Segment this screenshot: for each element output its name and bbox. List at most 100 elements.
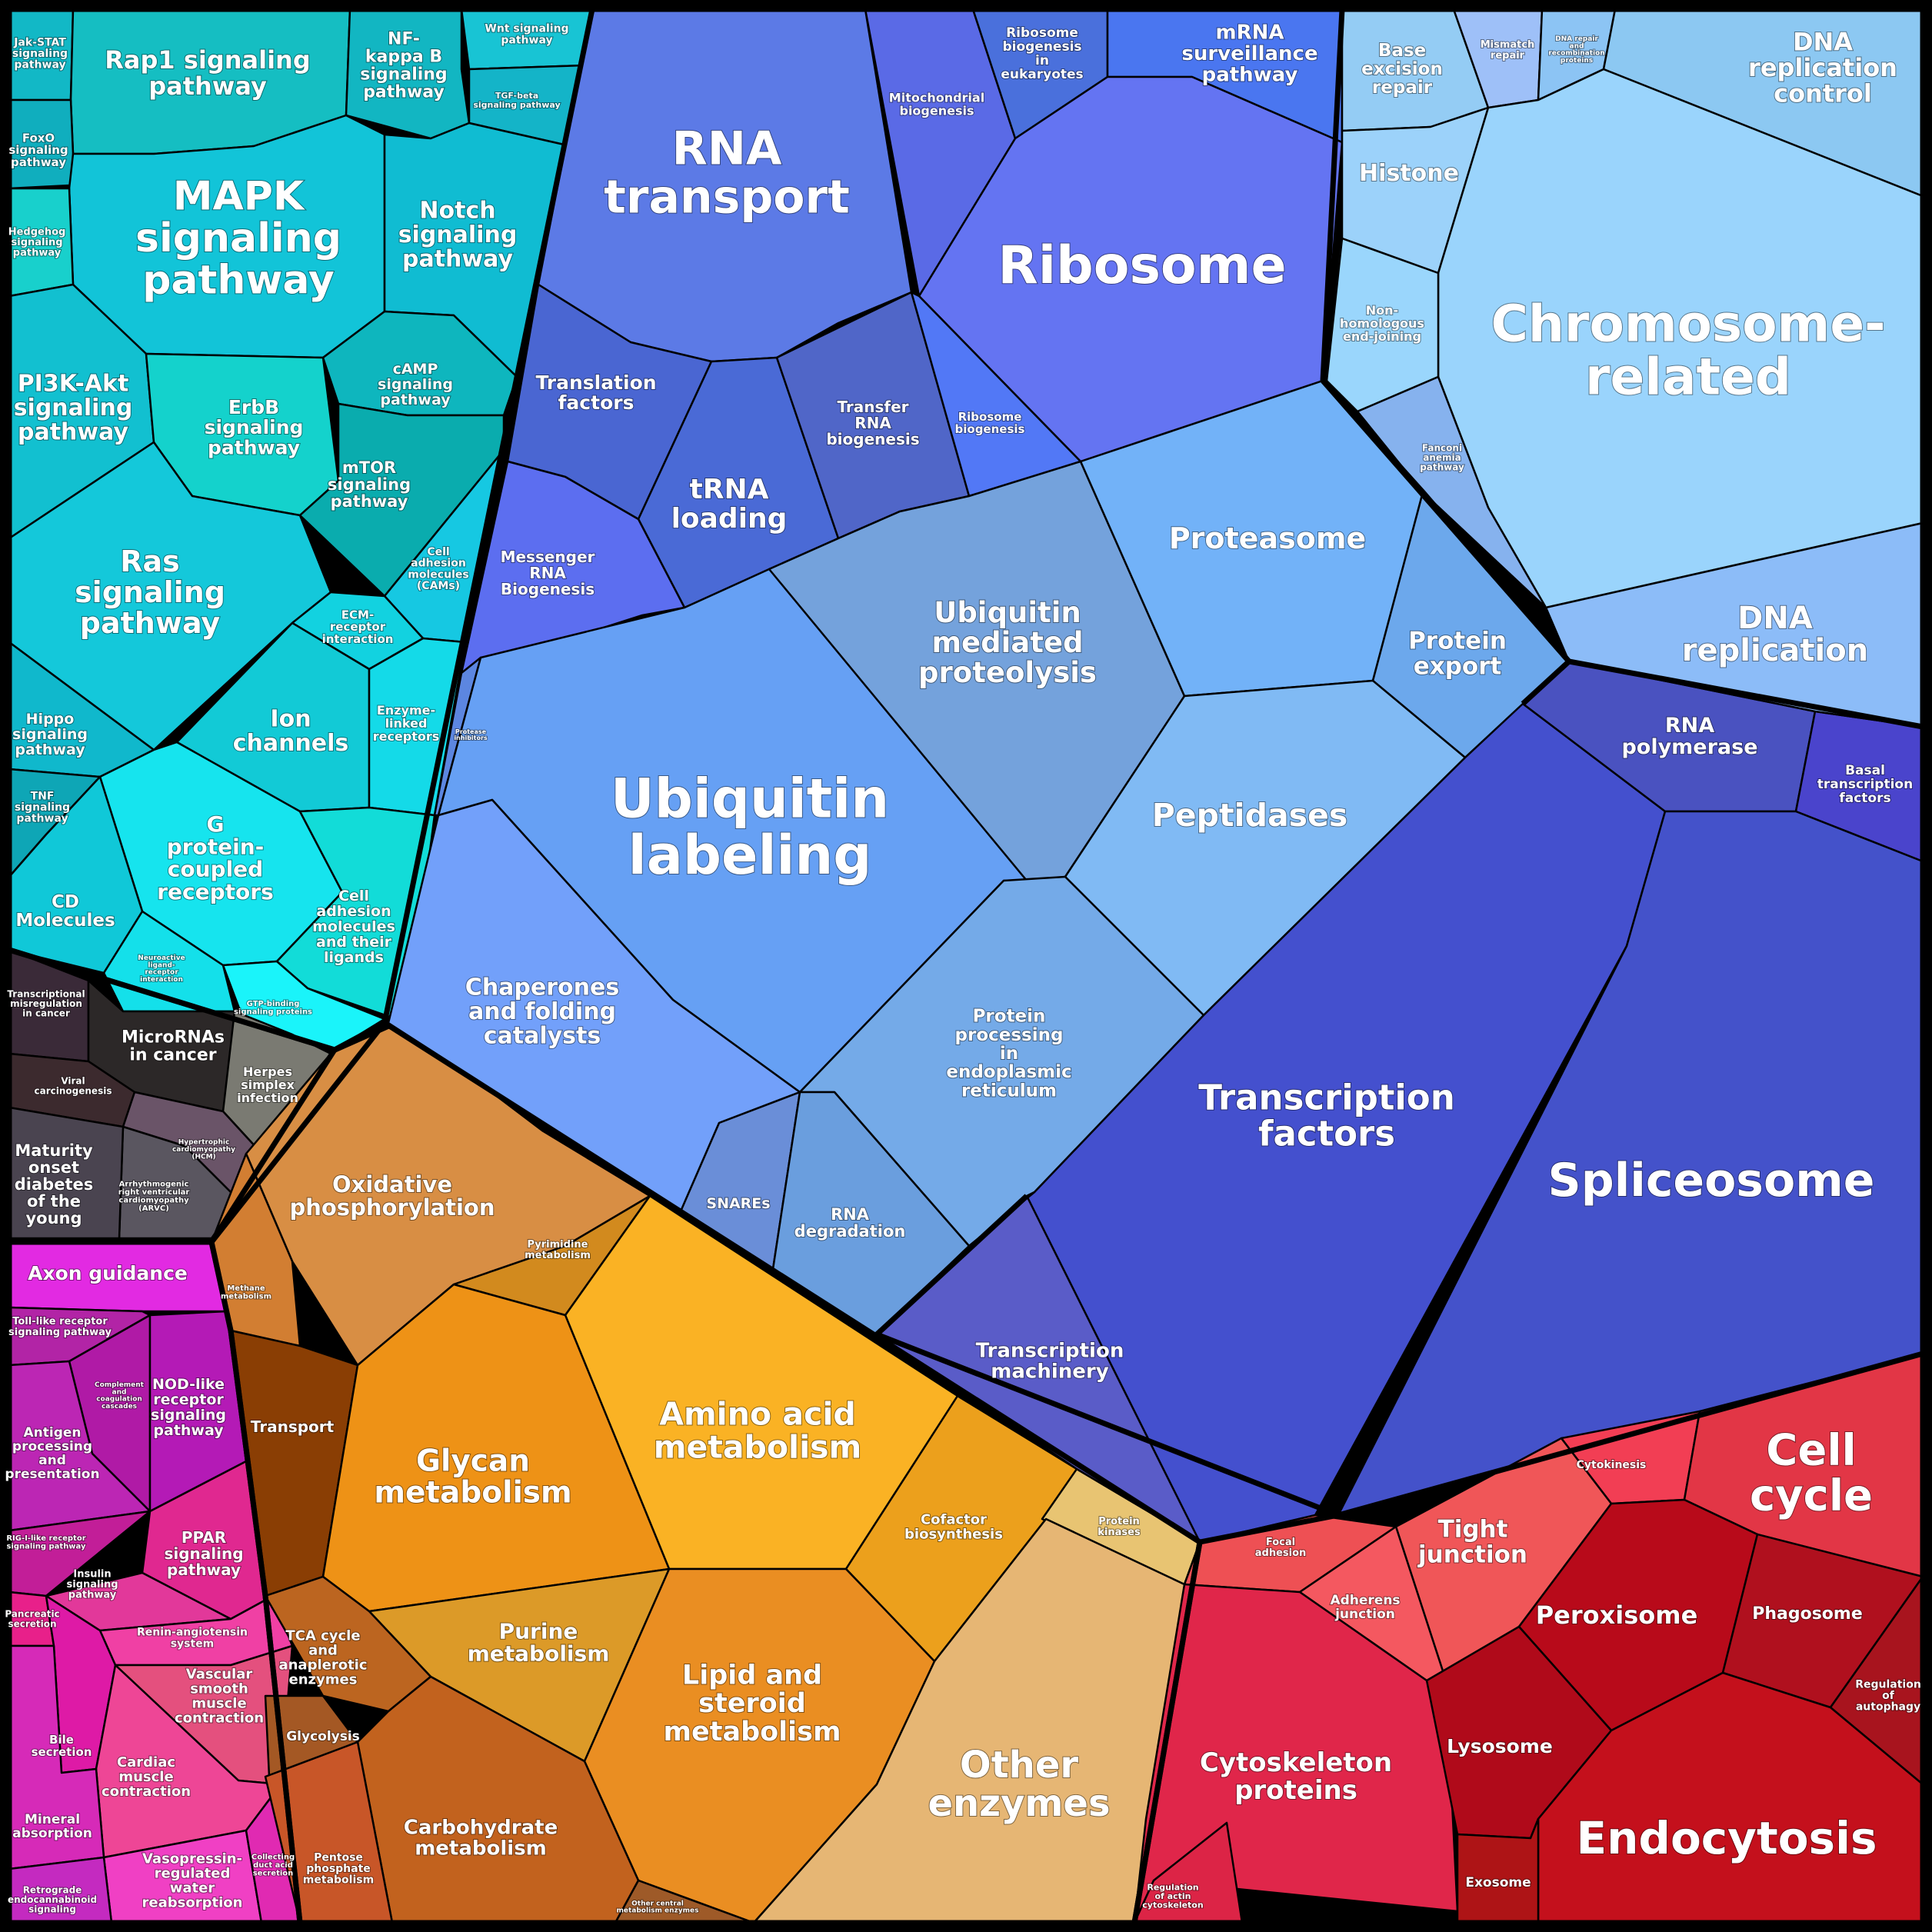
cell-label-insulin: Insulin signaling pathway — [67, 1568, 118, 1601]
cell-label-bile: Bile secretion — [32, 1733, 92, 1759]
cell-label-ion-channels: Ion channels — [233, 705, 349, 757]
cell-label-transfer-rna: Transfer RNA biogenesis — [826, 398, 919, 448]
cell-label-notch: Notch signaling pathway — [398, 197, 518, 272]
cell-label-carbohydrate: Carbohydrate metabolism — [404, 1816, 558, 1860]
cell-label-chromosome: Chromosome-related — [1491, 294, 1886, 406]
label-layer: Jak-STAT signaling pathway Rap1 signaling pa… — [4, 21, 1921, 1916]
cell-label-ribosome: Ribosome — [998, 235, 1286, 296]
cell-label-vascular: Vascular smooth muscle contraction — [175, 1666, 264, 1726]
cell-label-complement: Complement and coagulation cascades — [95, 1381, 145, 1411]
cell-label-peroxisome: Peroxisome — [1536, 1601, 1698, 1630]
cell-label-protein-processing-er: Protein processing in endoplasmic reticulum — [946, 1007, 1071, 1101]
cell-label-wnt: Wnt signaling pathway — [485, 23, 568, 47]
cell-label-actin-cytoskeleton: Regulation of actin cytoskeleton — [1142, 1882, 1203, 1910]
cell-label-cell-cycle: Cell cycle — [1750, 1425, 1873, 1521]
cell-label-nhej: Non-homologous end-joining — [1340, 303, 1424, 344]
cell-label-mapk: MAPK signaling pathway — [135, 173, 341, 303]
cell-label-methane: Methane metabolism — [221, 1284, 271, 1301]
cell-label-exosome: Exosome — [1465, 1875, 1531, 1890]
cell-label-cytokinesis: Cytokinesis — [1577, 1459, 1647, 1471]
cell-label-ubiquitin-proteolysis: Ubiquitin mediated proteolysis — [918, 596, 1097, 689]
cell-label-transcription-factors: Transcription factors — [1198, 1077, 1455, 1154]
cell-label-endocytosis: Endocytosis — [1577, 1812, 1877, 1864]
cell-label-mitochondrial-biogenesis: Mitochondrial biogenesis — [889, 90, 984, 118]
cell-label-glycan: Glycan metabolism — [374, 1444, 571, 1510]
cell-label-cardiac: Cardiac muscle contraction — [102, 1754, 191, 1800]
cell-label-rig-i: RIG-I-like receptor signaling pathway — [6, 1534, 86, 1551]
cell-label-messenger-rna: Messenger RNA Biogenesis — [501, 548, 595, 598]
cell-label-purine: Purine metabolism — [468, 1618, 610, 1666]
cell-label-protein-export: Protein export — [1408, 628, 1507, 681]
cell-enzyme-linked — [368, 637, 467, 817]
cell-label-lipid: Lipid and steroid metabolism — [664, 1660, 841, 1747]
cell-label-tight-junction: Tight junction — [1417, 1516, 1527, 1569]
cell-label-nod-like: NOD-like receptor signaling pathway — [151, 1376, 226, 1439]
cell-label-protease-inhibitors: Protease inhibitors — [454, 728, 488, 741]
cell-label-micrornas: MicroRNAs in cancer — [122, 1028, 225, 1064]
cell-label-collecting-duct: Collecting duct acid secretion — [251, 1853, 295, 1877]
cell-label-protein-kinases: Protein kinases — [1098, 1516, 1141, 1538]
cell-label-dna-repair: DNA repair and recombination proteins — [1548, 35, 1604, 65]
cell-label-proteasome: Proteasome — [1169, 521, 1366, 555]
cell-label-cofactor: Cofactor biosynthesis — [904, 1511, 1003, 1542]
cell-label-jak-stat: Jak-STAT signaling pathway — [12, 36, 68, 71]
cell-label-ubiquitin-labeling: Ubiquitin labeling — [611, 767, 889, 887]
cell-label-transcriptional-misregulation: Transcriptional misregulation in cancer — [7, 988, 85, 1018]
cell-label-axon-guidance: Axon guidance — [28, 1262, 188, 1284]
cell-layer — [8, 8, 1924, 1924]
cell-label-herpes: Herpes simplex infection — [237, 1064, 298, 1105]
cell-label-translation-factors: Translation factors — [535, 371, 656, 413]
cell-label-hcm: Hypertrophic cardiomyopathy (HCM) — [172, 1139, 235, 1161]
cell-label-dna-replication: DNA replication — [1682, 601, 1868, 668]
cell-label-mineral: Mineral absorption — [12, 1812, 92, 1841]
cell-label-rap1: Rap1 signaling pathway — [105, 45, 310, 101]
cell-label-ecm-receptor: ECM-receptor interaction — [322, 608, 394, 646]
cell-label-mrna-surveillance: mRNA surveillance pathway — [1181, 22, 1317, 87]
cell-label-viral-carcinogenesis: Viral carcinogenesis — [35, 1076, 112, 1097]
cell-label-gtp-binding: GTP-binding signaling proteins — [234, 999, 312, 1016]
cell-label-adherens: Adherens junction — [1330, 1593, 1400, 1622]
cell-label-base-excision: Base excision repair — [1361, 41, 1443, 98]
cell-label-phagosome: Phagosome — [1752, 1604, 1863, 1624]
cell-label-renin: Renin-angiotensin system — [137, 1627, 248, 1651]
cell-label-vasopressin: Vasopressin-regulated water reabsorption — [142, 1850, 243, 1910]
cell-label-retrograde: Retrograde endocannabinoid signaling — [8, 1884, 97, 1914]
cell-label-rna-transport: RNA transport — [604, 122, 850, 225]
cell-label-ppar: PPAR signaling pathway — [164, 1528, 243, 1579]
cell-label-pyrimidine: Pyrimidine metabolism — [525, 1239, 591, 1261]
cell-label-tnf: TNF signaling pathway — [15, 790, 70, 824]
cell-label-basal-tf: Basal transcription factors — [1817, 763, 1913, 806]
cell-label-dna-replication-control: DNA replication control — [1748, 27, 1897, 108]
cell-label-peptidases: Peptidases — [1152, 797, 1348, 834]
cell-label-mody: Maturity onset diabetes of the young — [15, 1141, 93, 1227]
cell-label-cams: Cell adhesion molecules (CAMs) — [408, 546, 468, 592]
inner-divider-0 — [1321, 378, 1572, 706]
group-border-layer — [6, 6, 1926, 1926]
cell-label-tca: TCA cycle and anaplerotic enzymes — [278, 1627, 367, 1687]
cell-label-trna-loading: tRNA loading — [671, 474, 788, 535]
cell-label-autophagy: Regulation of autophagy — [1855, 1678, 1921, 1713]
cell-label-other-enzymes: Other enzymes — [928, 1744, 1110, 1825]
cell-label-pancreatic: Pancreatic secretion — [5, 1609, 59, 1630]
cell-label-toll-like: Toll-like receptor signaling pathway — [8, 1316, 112, 1338]
inner-divider-1 — [874, 1194, 1340, 1518]
cell-label-neuroactive: Neuroactive ligand-receptor interaction — [138, 954, 185, 984]
cell-label-glycolysis: Glycolysis — [286, 1729, 360, 1744]
cell-exosome — [1456, 1817, 1540, 1924]
cell-label-lysosome: Lysosome — [1447, 1735, 1553, 1757]
cell-label-erbb: ErbB signaling pathway — [205, 395, 304, 458]
cell-label-camp: cAMP signaling pathway — [378, 361, 453, 408]
cell-label-mtor: mTOR signaling pathway — [328, 458, 411, 511]
cell-label-pi3k-akt: PI3K-Akt signaling pathway — [14, 370, 133, 445]
cell-label-cell-adhesion-ligands: Cell adhesion molecules and their ligands — [312, 888, 395, 966]
cell-label-histone: Histone — [1359, 160, 1459, 187]
cell-label-spliceosome: Spliceosome — [1548, 1154, 1875, 1208]
cell-label-snares: SNAREs — [706, 1195, 770, 1212]
cell-label-rna-polymerase: RNA polymerase — [1621, 713, 1757, 758]
cell-label-tgf-beta: TGF-beta signaling pathway — [473, 91, 560, 110]
cell-label-transcription-machinery: Transcription machinery — [976, 1339, 1124, 1383]
cell-label-hippo: Hippo signaling pathway — [12, 711, 88, 758]
